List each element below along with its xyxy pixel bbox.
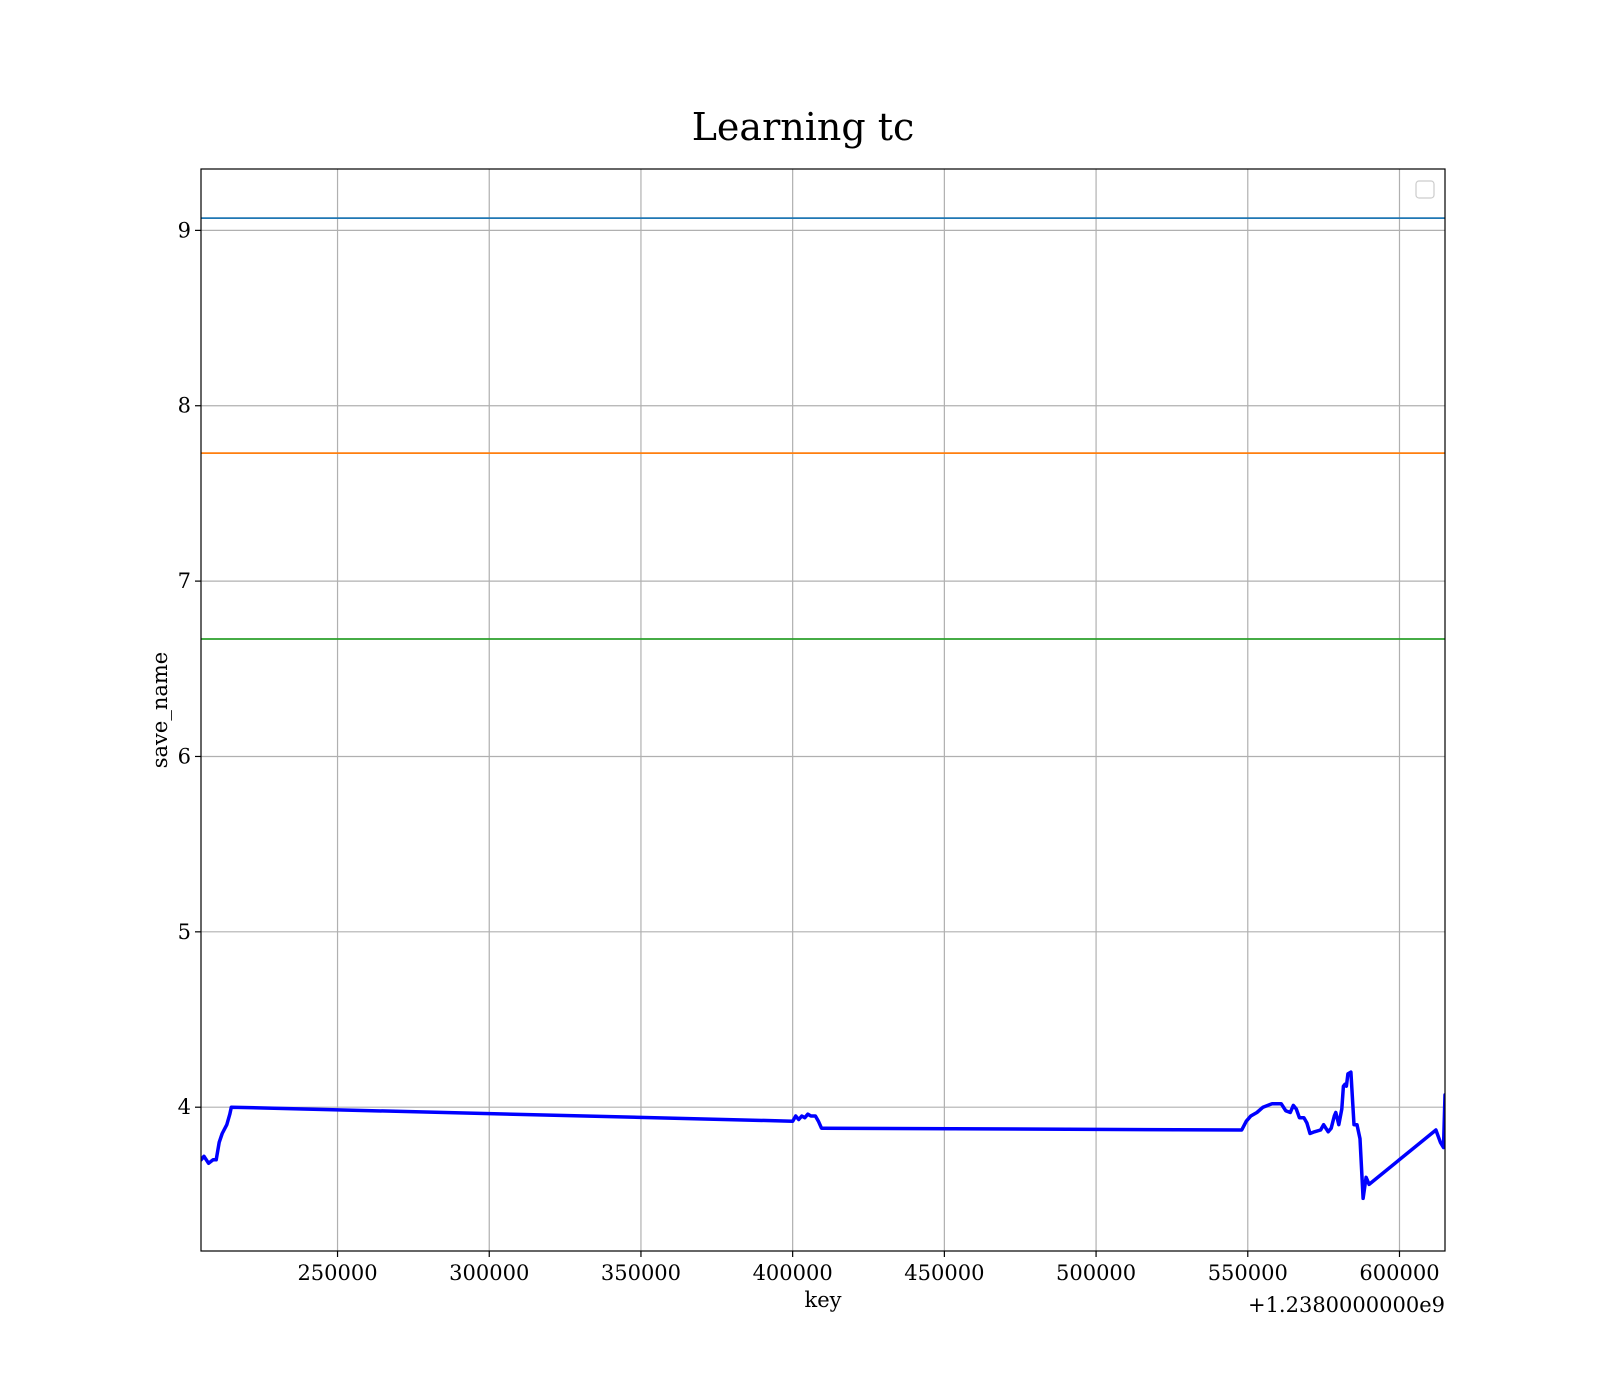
- y-tick-label: 4: [178, 1095, 191, 1119]
- x-tick-label: 350000: [601, 1261, 681, 1285]
- data-series: [201, 1070, 1445, 1201]
- plot-area: [200, 168, 1446, 1252]
- y-tick-label: 8: [178, 394, 191, 418]
- y-tick-label: 7: [178, 569, 191, 593]
- x-tick-label: 500000: [1056, 1261, 1136, 1285]
- legend: [1415, 180, 1435, 199]
- y-tick-label: 9: [178, 218, 191, 242]
- x-tick-label: 600000: [1359, 1261, 1439, 1285]
- y-tick-label: 6: [178, 744, 191, 768]
- x-axis-offset-label: +1.2380000000e9: [1248, 1293, 1445, 1317]
- reference-lines: [201, 217, 1445, 640]
- series-line: [201, 1070, 1445, 1201]
- x-axis: 250000 300000 350000 400000 450000 500000 5500…: [297, 1251, 1440, 1285]
- chart-title: Learning tc: [692, 105, 915, 149]
- x-axis-label: key: [804, 1288, 841, 1312]
- x-tick-label: 300000: [449, 1261, 529, 1285]
- grid-lines: [201, 169, 1445, 1251]
- y-axis-label: save_name: [148, 652, 172, 768]
- x-tick-label: 250000: [297, 1261, 377, 1285]
- x-tick-label: 400000: [753, 1261, 833, 1285]
- y-axis: 4 5 6 7 8 9: [178, 218, 201, 1119]
- x-tick-label: 550000: [1208, 1261, 1288, 1285]
- y-tick-label: 5: [178, 920, 191, 944]
- x-tick-label: 450000: [904, 1261, 984, 1285]
